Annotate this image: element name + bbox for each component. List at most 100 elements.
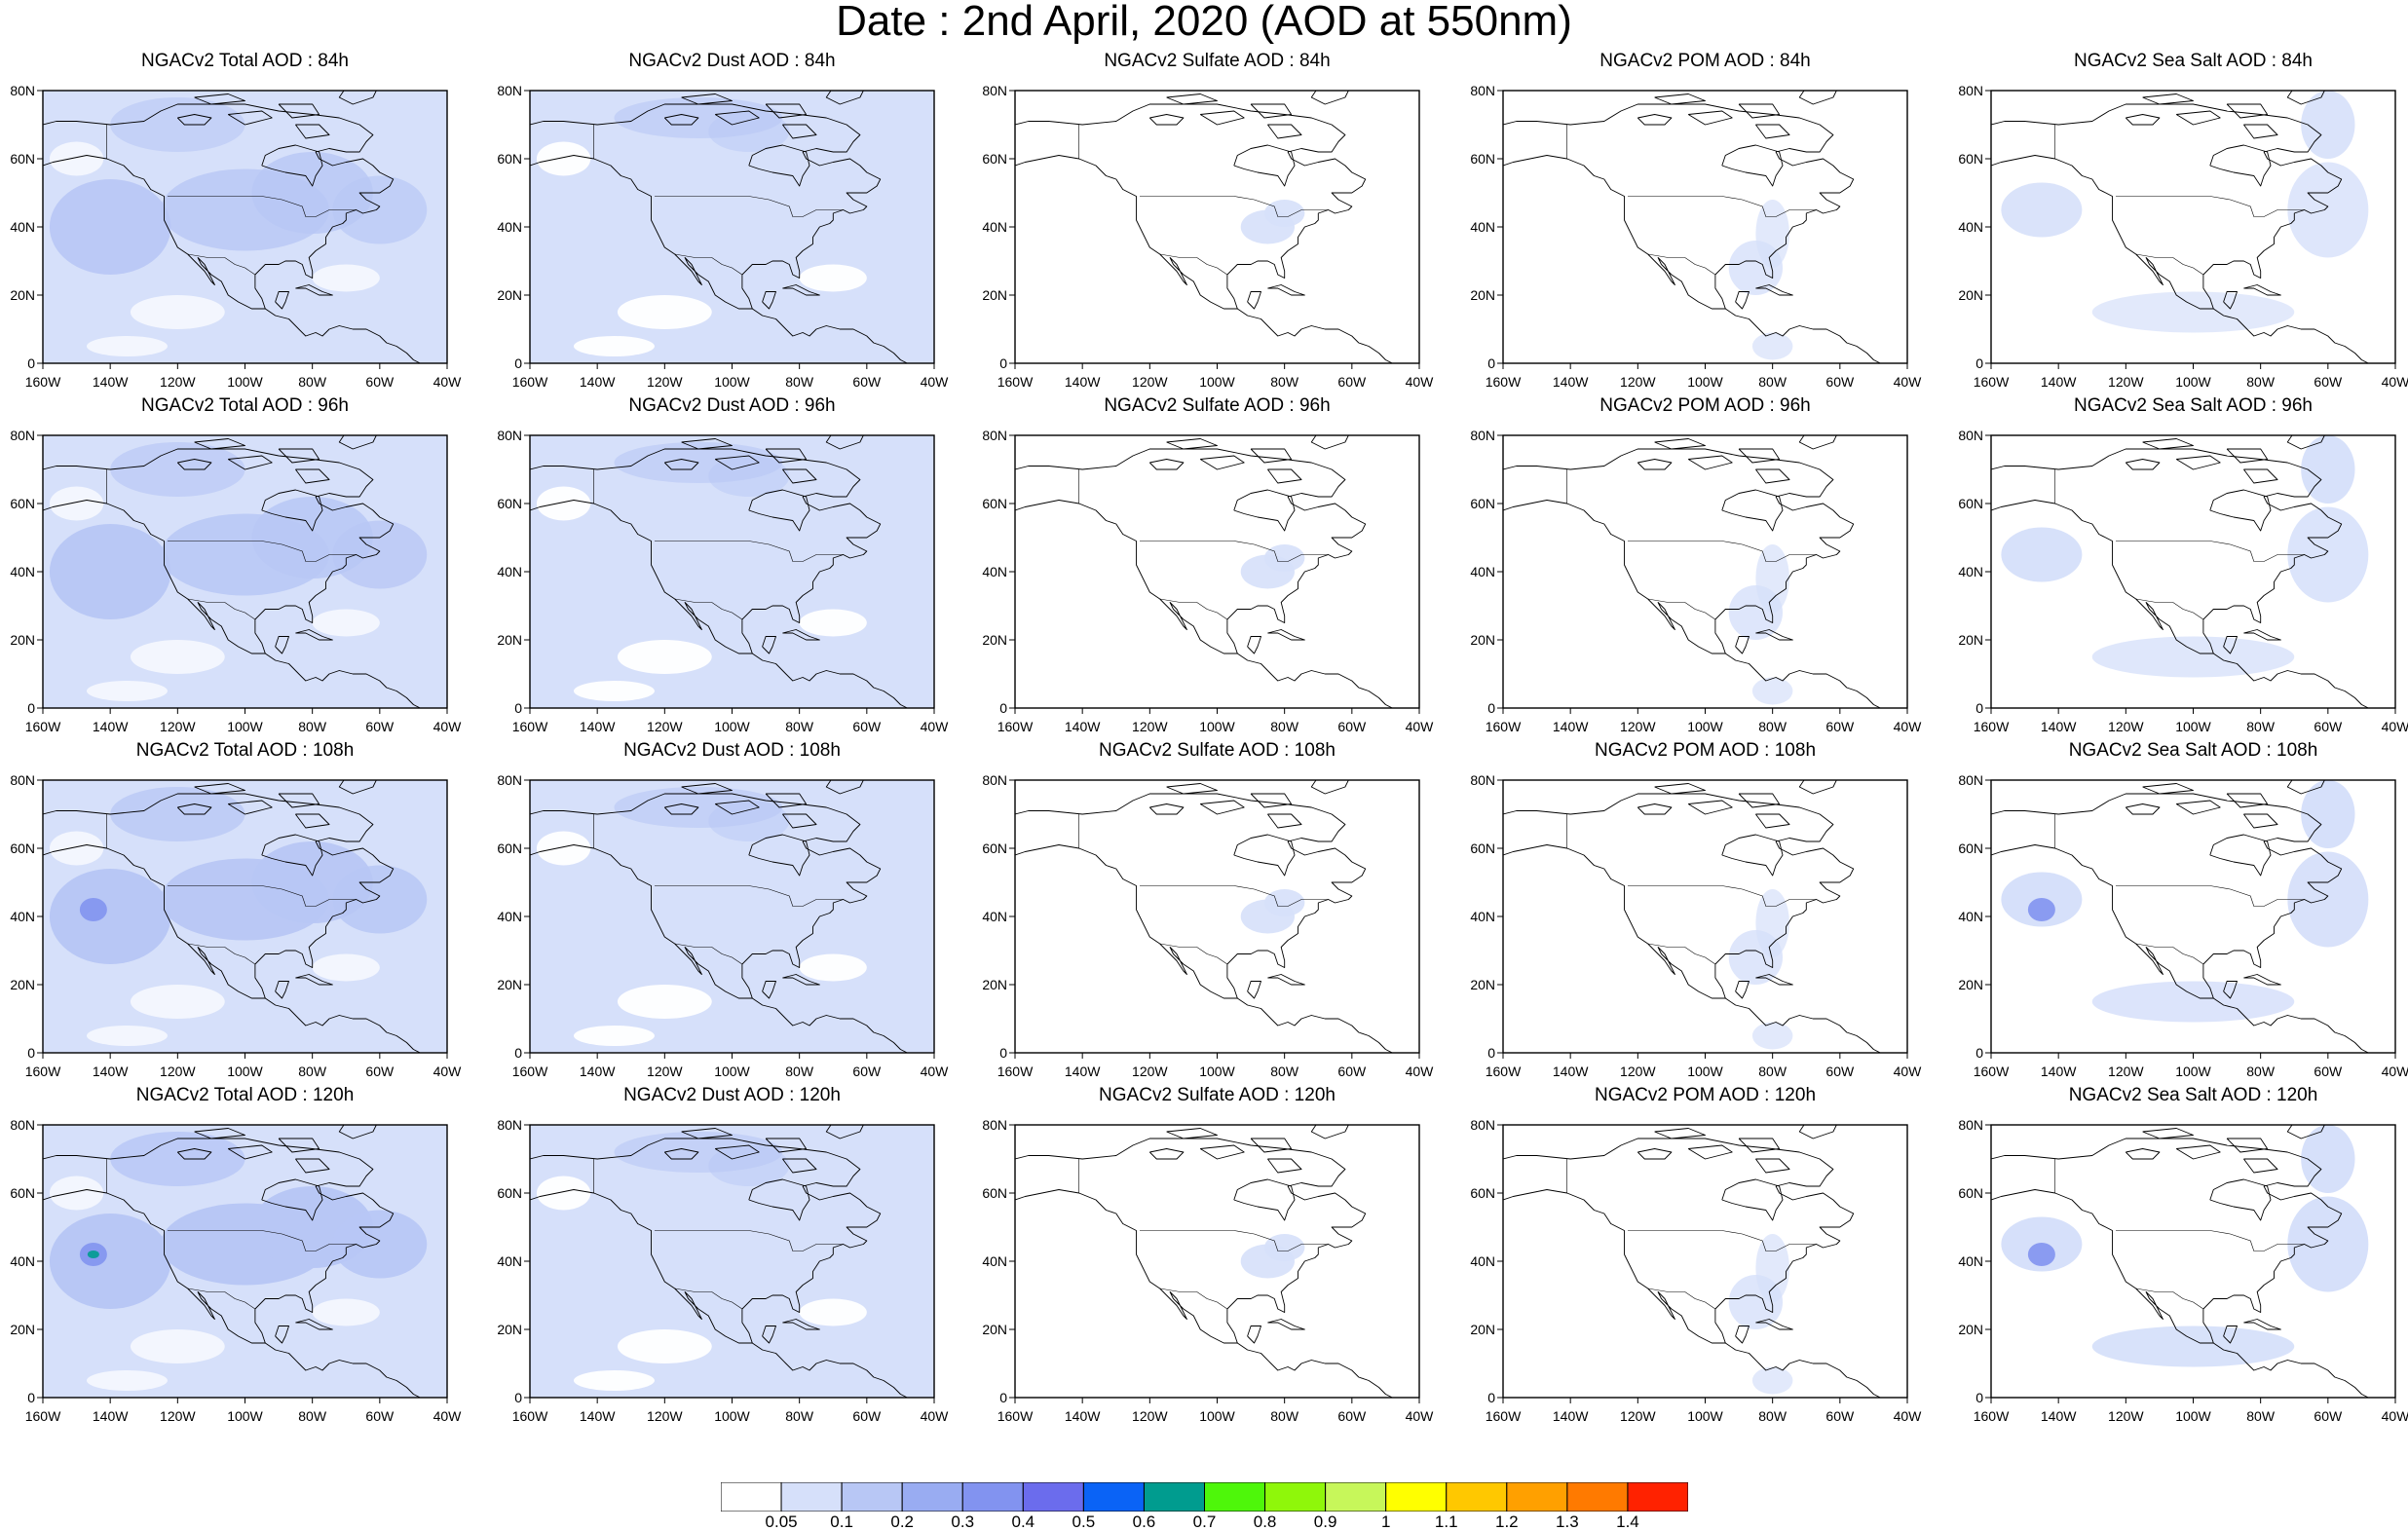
map-frame: 160W 140W 120W 100W 80W 60W 40W 0 20N 40N 60N 80N	[10, 83, 462, 390]
colorbar-swatch	[1143, 1482, 1205, 1512]
coastline	[176, 803, 212, 815]
colorbar-swatch	[961, 1482, 1024, 1512]
coastline	[748, 834, 810, 877]
coastline	[1199, 1144, 1245, 1160]
lon-tick-label: 140W	[580, 1064, 616, 1079]
lat-tick-label: 0	[999, 355, 1007, 371]
coastline	[1267, 284, 1305, 296]
coastline	[825, 435, 864, 450]
country-border	[655, 885, 844, 907]
lon-tick-label: 80W	[1270, 719, 1299, 734]
coastline	[1735, 291, 1750, 310]
coastline	[1738, 103, 1781, 119]
lon-tick-label: 60W	[365, 374, 395, 390]
lat-tick-label: 40N	[982, 1253, 1007, 1269]
lon-tick-label: 80W	[1270, 1064, 1299, 1079]
coastline	[1755, 974, 1793, 986]
coastline	[1738, 448, 1781, 464]
coastline	[1687, 455, 1733, 470]
lon-tick-label: 100W	[2175, 719, 2211, 734]
colorbar-label: 0.1	[830, 1512, 853, 1531]
lon-tick-label: 100W	[714, 374, 750, 390]
country-border	[168, 196, 357, 217]
lon-tick-label: 40W	[2382, 374, 2408, 390]
aod-blob	[49, 869, 171, 964]
coastline	[1991, 500, 2369, 708]
coastline	[338, 435, 377, 450]
coastline	[1991, 844, 2369, 1053]
lon-tick-label: 140W	[93, 1064, 129, 1079]
coastline	[2142, 93, 2194, 105]
coastline	[1267, 813, 1302, 829]
lat-tick-label: 20N	[10, 1322, 35, 1337]
aod-colorbar	[721, 1482, 1688, 1512]
map-frame: 160W 140W 120W 100W 80W 60W 40W 0 20N 40N 60N 80N	[10, 1117, 462, 1424]
aod-blob	[110, 1132, 245, 1186]
coastline	[2223, 981, 2238, 999]
lat-tick-label: 60N	[497, 840, 522, 856]
panel-title: NGACv2 Dust AOD : 84h	[628, 51, 836, 71]
lon-tick-label: 140W	[93, 719, 129, 734]
coastline	[1015, 1138, 1367, 1344]
lon-tick-label: 80W	[2246, 1064, 2276, 1079]
coastline	[194, 438, 245, 450]
coastline	[2286, 435, 2325, 450]
lon-tick-label: 40W	[1894, 1408, 1923, 1424]
lat-tick-label: 60N	[1470, 840, 1495, 856]
coastline	[295, 284, 333, 296]
aod-blob	[1755, 1234, 1789, 1302]
lon-tick-label: 120W	[1132, 374, 1168, 390]
lon-tick-label: 40W	[1894, 719, 1923, 734]
lat-tick-label: 0	[1487, 355, 1495, 371]
aod-blob	[708, 111, 790, 152]
lat-tick-label: 40N	[1958, 1253, 1983, 1269]
lat-tick-label: 60N	[1958, 840, 1983, 856]
country-border	[168, 885, 357, 907]
coastline	[1250, 103, 1293, 119]
country-border	[1140, 541, 1329, 562]
aod-blob	[1755, 200, 1789, 268]
lon-tick-label: 100W	[2175, 1064, 2211, 1079]
coastline	[1503, 1189, 1881, 1398]
lon-tick-label: 80W	[2246, 1408, 2276, 1424]
lon-tick-label: 160W	[25, 719, 61, 734]
country-border	[2116, 196, 2305, 217]
coastline	[1267, 629, 1305, 641]
panel-title: NGACv2 Dust AOD : 108h	[623, 740, 841, 761]
lon-tick-label: 100W	[1199, 374, 1235, 390]
lon-tick-label: 160W	[512, 374, 548, 390]
country-border	[2116, 885, 2305, 907]
aod-blob	[1751, 1366, 1793, 1395]
coastline	[1721, 144, 1784, 187]
aod-blob	[2287, 1196, 2369, 1292]
lat-tick-label: 40N	[10, 564, 35, 579]
coastline	[194, 783, 245, 795]
lat-tick-label: 40N	[1470, 564, 1495, 579]
country-border	[1159, 253, 1228, 276]
coastline	[2142, 783, 2194, 795]
coastline	[2125, 803, 2161, 815]
colorbar-label: 0.5	[1072, 1512, 1096, 1531]
coastline	[1148, 803, 1185, 815]
aod-blob	[708, 801, 790, 841]
coastline	[1798, 1125, 1837, 1139]
colorbar-swatch	[1506, 1482, 1568, 1512]
lon-tick-label: 40W	[433, 1064, 463, 1079]
lon-tick-label: 40W	[1894, 1064, 1923, 1079]
lat-tick-label: 0	[514, 1045, 522, 1061]
colorbar-swatch	[1325, 1482, 1387, 1512]
country-border	[655, 196, 844, 217]
lon-tick-label: 100W	[714, 719, 750, 734]
map-panel: NGACv2 Sea Salt AOD : 96h 160W 140W 120W 100…	[1948, 394, 2408, 734]
lat-tick-label: 80N	[497, 428, 522, 443]
lon-tick-label: 140W	[93, 1408, 129, 1424]
coastline	[1654, 93, 1706, 105]
lon-tick-label: 80W	[2246, 374, 2276, 390]
coastline	[1755, 124, 1790, 139]
lon-tick-label: 80W	[1270, 1408, 1299, 1424]
coastline	[1015, 103, 1367, 310]
coastline	[530, 1189, 908, 1398]
coastline	[1199, 455, 1245, 470]
lon-tick-label: 80W	[298, 1064, 327, 1079]
